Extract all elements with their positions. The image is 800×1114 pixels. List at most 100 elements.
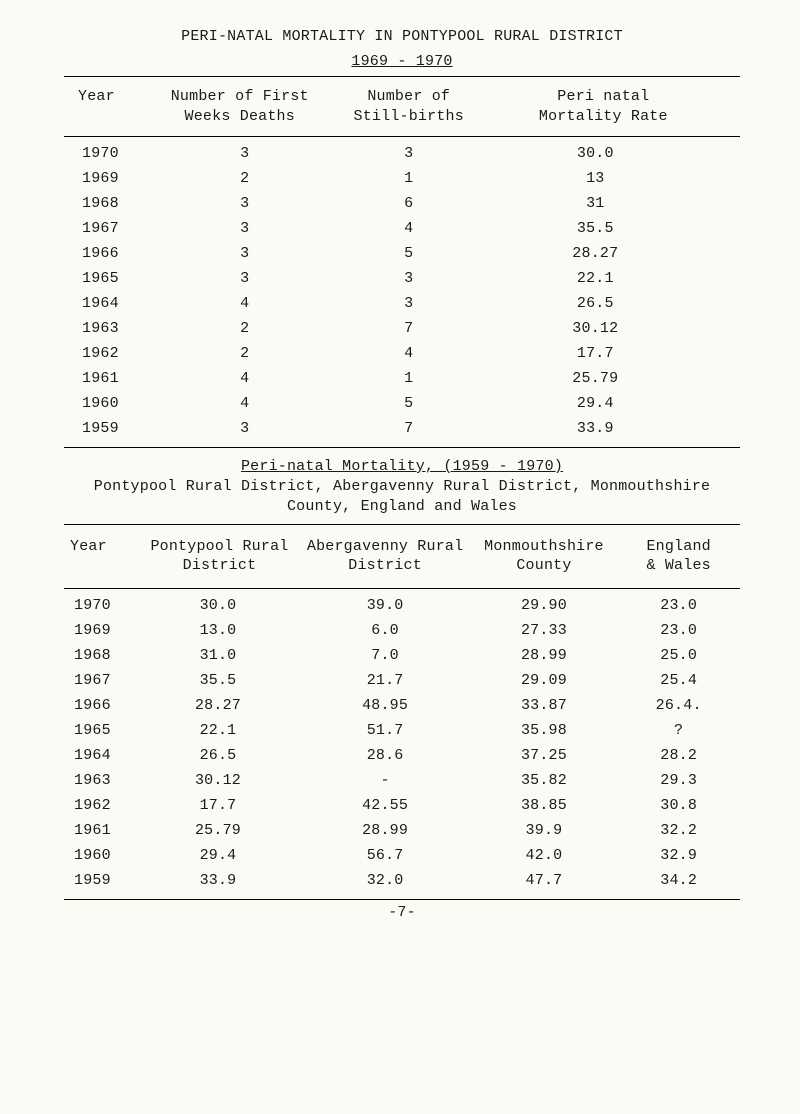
cell-p: 29.4: [138, 843, 300, 868]
cell-m: 47.7: [470, 868, 619, 893]
cell-a: -: [301, 768, 470, 793]
section-heading: Peri-natal Mortality, (1959 - 1970): [64, 458, 740, 475]
cell-mr: 26.5: [497, 291, 740, 316]
section-comparison: Peri-natal Mortality, (1959 - 1970) Pont…: [64, 458, 740, 518]
cell-p: 22.1: [138, 718, 300, 743]
col-year: Year: [64, 81, 159, 130]
cell-p: 31.0: [138, 643, 300, 668]
cell-a: 48.95: [301, 693, 470, 718]
comparison-table: Year Pontypool RuralDistrict Abergavenny…: [64, 529, 740, 582]
rule: [64, 899, 740, 900]
cell-m: 29.90: [470, 593, 619, 618]
cell-wd: 2: [159, 341, 321, 366]
cell-p: 35.5: [138, 668, 300, 693]
cell-e: ?: [618, 718, 740, 743]
cell-year: 1962: [64, 341, 159, 366]
table-row: 196029.456.742.032.9: [64, 843, 740, 868]
cell-a: 28.6: [301, 743, 470, 768]
col-weeks-deaths: Number of FirstWeeks Deaths: [159, 81, 321, 130]
cell-sb: 7: [321, 416, 497, 441]
cell-a: 51.7: [301, 718, 470, 743]
table-row: 196330.12-35.8229.3: [64, 768, 740, 793]
cell-sb: 7: [321, 316, 497, 341]
rule: [64, 588, 740, 589]
cell-a: 6.0: [301, 618, 470, 643]
table-row: 196831.07.028.9925.0: [64, 643, 740, 668]
table-row: 19614125.79: [64, 366, 740, 391]
col-abergavenny: Abergavenny RuralDistrict: [301, 529, 470, 582]
cell-m: 27.33: [470, 618, 619, 643]
cell-m: 33.87: [470, 693, 619, 718]
cell-year: 1969: [64, 618, 138, 643]
rule: [64, 136, 740, 137]
cell-sb: 5: [321, 241, 497, 266]
table-header-row: Year Number of FirstWeeks Deaths Number …: [64, 81, 740, 130]
cell-mr: 13: [497, 166, 740, 191]
table-row: 19653322.1: [64, 266, 740, 291]
cell-p: 30.0: [138, 593, 300, 618]
cell-m: 35.82: [470, 768, 619, 793]
cell-p: 26.5: [138, 743, 300, 768]
cell-year: 1970: [64, 593, 138, 618]
cell-m: 35.98: [470, 718, 619, 743]
cell-wd: 3: [159, 416, 321, 441]
cell-e: 23.0: [618, 593, 740, 618]
cell-e: 32.2: [618, 818, 740, 843]
cell-m: 28.99: [470, 643, 619, 668]
table-row: 19703330.0: [64, 141, 740, 166]
table-row: 196913.06.027.3323.0: [64, 618, 740, 643]
cell-mr: 17.7: [497, 341, 740, 366]
cell-e: 34.2: [618, 868, 740, 893]
cell-wd: 3: [159, 241, 321, 266]
cell-year: 1967: [64, 668, 138, 693]
cell-m: 38.85: [470, 793, 619, 818]
cell-wd: 2: [159, 316, 321, 341]
cell-e: 26.4.: [618, 693, 740, 718]
table-row: 19673435.5: [64, 216, 740, 241]
cell-wd: 4: [159, 291, 321, 316]
cell-a: 32.0: [301, 868, 470, 893]
rule: [64, 447, 740, 448]
cell-e: 30.8: [618, 793, 740, 818]
cell-a: 7.0: [301, 643, 470, 668]
table-row: 19622417.7: [64, 341, 740, 366]
cell-year: 1963: [64, 768, 138, 793]
cell-sb: 4: [321, 341, 497, 366]
cell-mr: 25.79: [497, 366, 740, 391]
cell-year: 1962: [64, 793, 138, 818]
rule: [64, 76, 740, 77]
cell-wd: 3: [159, 216, 321, 241]
cell-m: 37.25: [470, 743, 619, 768]
cell-a: 28.99: [301, 818, 470, 843]
cell-mr: 31: [497, 191, 740, 216]
cell-year: 1959: [64, 416, 159, 441]
page-subtitle: 1969 - 1970: [64, 53, 740, 70]
cell-m: 29.09: [470, 668, 619, 693]
cell-m: 39.9: [470, 818, 619, 843]
cell-year: 1964: [64, 291, 159, 316]
cell-e: 32.9: [618, 843, 740, 868]
cell-wd: 3: [159, 141, 321, 166]
cell-a: 21.7: [301, 668, 470, 693]
col-still-births: Number ofStill-births: [321, 81, 497, 130]
table-row: 196522.151.735.98?: [64, 718, 740, 743]
cell-sb: 1: [321, 366, 497, 391]
cell-year: 1960: [64, 843, 138, 868]
rule: [64, 524, 740, 525]
cell-mr: 30.12: [497, 316, 740, 341]
mortality-table: Year Number of FirstWeeks Deaths Number …: [64, 81, 740, 130]
table-row: 19663528.27: [64, 241, 740, 266]
cell-e: 29.3: [618, 768, 740, 793]
table-row: 19593733.9: [64, 416, 740, 441]
document-page: PERI-NATAL MORTALITY IN PONTYPOOL RURAL …: [0, 0, 800, 1114]
cell-year: 1968: [64, 191, 159, 216]
cell-p: 30.12: [138, 768, 300, 793]
table-row: 196735.521.729.0925.4: [64, 668, 740, 693]
cell-wd: 3: [159, 191, 321, 216]
cell-p: 13.0: [138, 618, 300, 643]
cell-year: 1970: [64, 141, 159, 166]
cell-sb: 5: [321, 391, 497, 416]
table-row: 19683631: [64, 191, 740, 216]
cell-p: 28.27: [138, 693, 300, 718]
col-england-wales: England& Wales: [618, 529, 740, 582]
